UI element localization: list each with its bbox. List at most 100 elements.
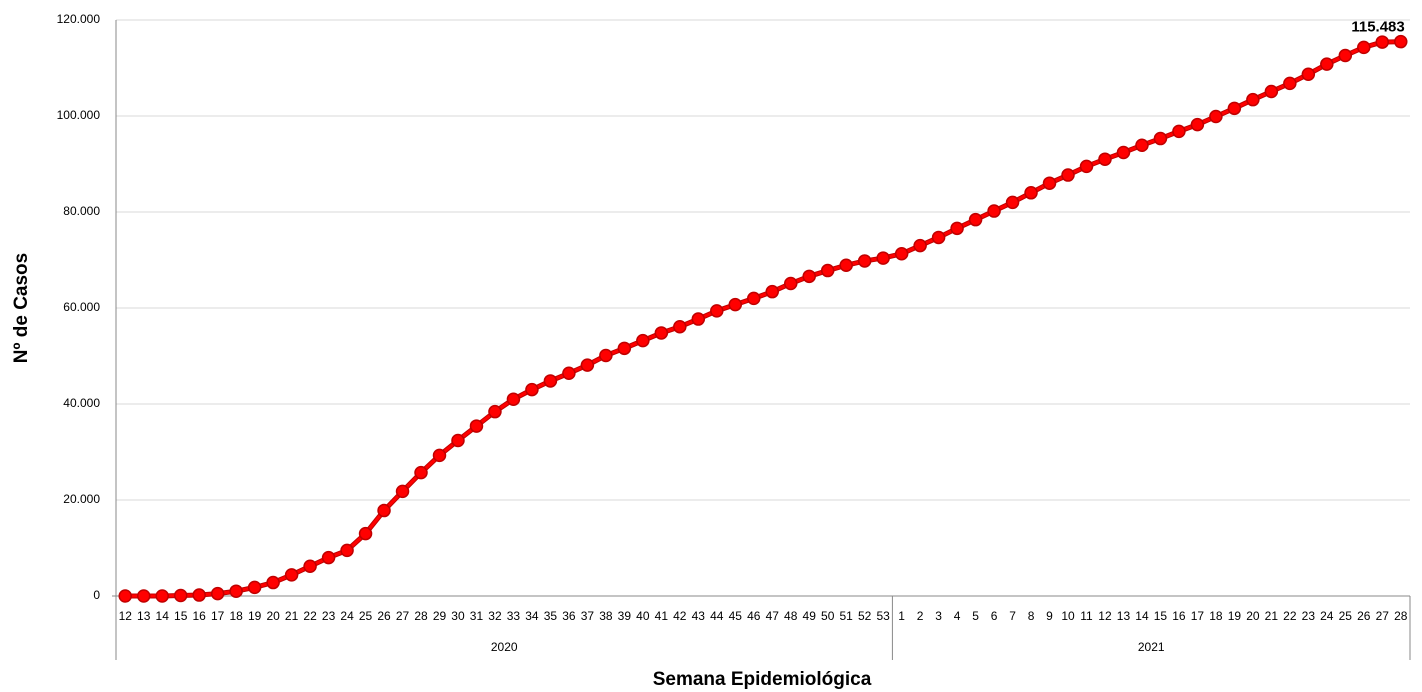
y-tick-label: 40.000: [63, 396, 100, 410]
x-tick-label: 47: [766, 609, 780, 623]
x-tick-label: 53: [876, 609, 890, 623]
x-tick-label: 9: [1046, 609, 1053, 623]
marker: [691, 312, 706, 326]
x-tick-label: 28: [414, 609, 428, 623]
marker: [210, 586, 225, 601]
x-tick-label: 20: [1246, 609, 1260, 623]
group-label: 2021: [1138, 640, 1165, 654]
x-tick-label: 4: [954, 609, 961, 623]
x-tick-label: 23: [322, 609, 336, 623]
marker: [1246, 92, 1260, 107]
marker: [839, 258, 853, 273]
x-tick-label: 17: [1191, 609, 1205, 623]
marker: [1394, 34, 1408, 49]
marker: [284, 568, 299, 582]
x-tick-label: 3: [935, 609, 942, 623]
marker: [1375, 35, 1390, 49]
marker: [432, 448, 447, 463]
x-tick-label: 18: [229, 609, 243, 623]
marker: [340, 543, 354, 558]
x-tick-label: 13: [137, 609, 151, 623]
line: [125, 39, 1401, 599]
marker: [968, 212, 983, 227]
marker: [1338, 48, 1353, 63]
x-tick-label: 14: [156, 609, 170, 623]
marker: [192, 588, 206, 602]
x-tick-label: 7: [1009, 609, 1016, 623]
x-tick-label: 18: [1209, 609, 1223, 623]
x-tick-label: 20: [266, 609, 280, 623]
y-tick-label: 0: [93, 588, 100, 602]
marker: [1061, 168, 1075, 182]
x-tick-label: 41: [655, 609, 669, 623]
marker: [617, 341, 632, 356]
x-tick-label: 27: [1376, 609, 1390, 623]
marker: [395, 484, 410, 499]
x-tick-label: 32: [488, 609, 502, 623]
value-label: 115.483: [1351, 19, 1404, 36]
line-inner: [125, 40, 1401, 598]
x-tick-label: 1: [898, 609, 905, 623]
marker: [802, 269, 816, 284]
x-tick-label: 24: [1320, 609, 1334, 623]
marker: [820, 263, 835, 278]
marker: [506, 392, 521, 406]
marker: [913, 238, 927, 253]
x-tick-label: 44: [710, 609, 724, 623]
y-tick-label: 20.000: [63, 492, 100, 506]
marker: [728, 297, 743, 312]
marker: [266, 575, 280, 590]
marker: [1227, 101, 1242, 116]
y-tick-label: 120.000: [57, 12, 101, 26]
x-tick-label: 22: [303, 609, 317, 623]
marker: [543, 374, 558, 388]
marker: [155, 589, 169, 603]
x-tick-label: 30: [451, 609, 465, 623]
x-tick-label: 25: [359, 609, 373, 623]
x-tick-label: 12: [119, 609, 133, 623]
marker: [654, 326, 669, 340]
x-tick-label: 8: [1028, 609, 1035, 623]
x-tick-label: 10: [1061, 609, 1075, 623]
x-tick-label: 49: [803, 609, 817, 623]
y-tick-label: 60.000: [63, 300, 100, 314]
y-tick-label: 80.000: [63, 204, 100, 218]
x-tick-label: 15: [174, 609, 188, 623]
x-tick-label: 26: [1357, 609, 1371, 623]
marker: [488, 404, 502, 419]
x-tick-label: 51: [840, 609, 854, 623]
marker: [1153, 131, 1168, 146]
marker: [1042, 176, 1057, 190]
x-tick-label: 21: [285, 609, 299, 623]
x-tick-label: 42: [673, 609, 687, 623]
marker: [1190, 117, 1205, 132]
marker: [931, 230, 946, 245]
x-tick-label: 38: [599, 609, 613, 623]
marker: [599, 348, 613, 363]
x-tick-label: 2: [917, 609, 924, 623]
x-tick-label: 45: [729, 609, 743, 623]
marker: [247, 580, 262, 595]
x-tick-label: 24: [340, 609, 354, 623]
marker: [1264, 84, 1279, 99]
marker: [525, 382, 539, 397]
x-tick-label: 33: [507, 609, 521, 623]
marker: [1005, 195, 1020, 210]
marker: [580, 358, 595, 372]
marker: [173, 588, 188, 603]
marker: [303, 559, 317, 573]
x-tick-label: 5: [972, 609, 979, 623]
marker: [377, 503, 391, 518]
y-tick-label: 100.000: [57, 108, 101, 122]
x-tick-label: 35: [544, 609, 558, 623]
x-tick-label: 25: [1339, 609, 1353, 623]
marker: [987, 204, 1001, 218]
marker: [1301, 67, 1316, 81]
x-tick-label: 40: [636, 609, 650, 623]
marker: [118, 589, 132, 603]
y-axis-title: Nº de Casos: [11, 253, 32, 363]
x-tick-label: 46: [747, 609, 761, 623]
marker: [783, 276, 798, 291]
x-tick-label: 13: [1117, 609, 1131, 623]
marker: [136, 589, 151, 603]
